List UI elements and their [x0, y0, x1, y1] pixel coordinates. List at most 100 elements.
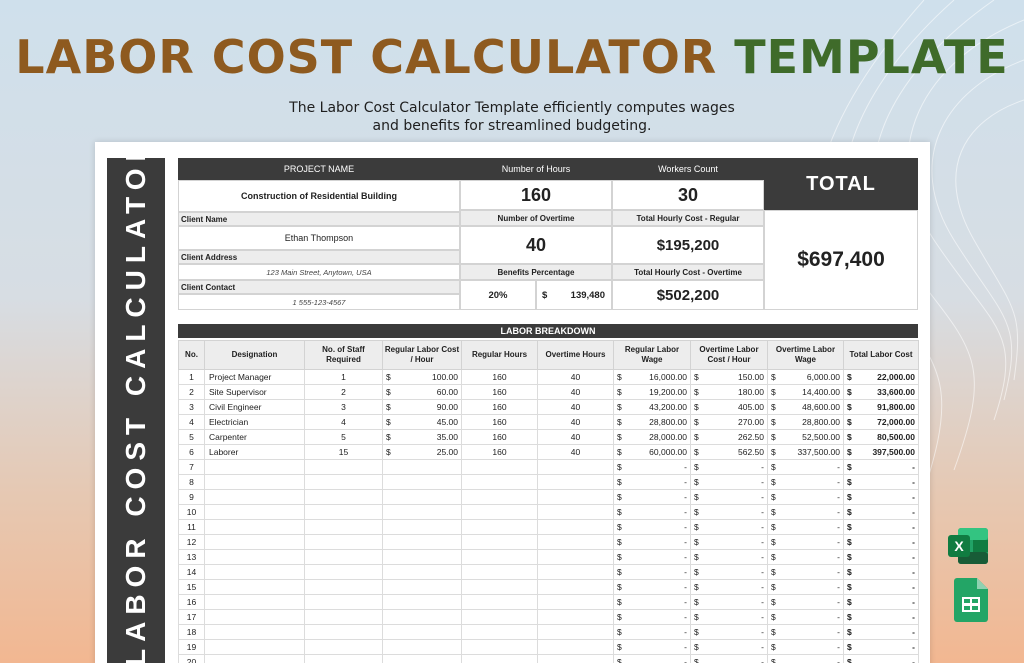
money-cell-reg_cost[interactable]	[382, 549, 462, 565]
regular-hours-cell[interactable]: 160	[461, 444, 538, 460]
staff-cell[interactable]	[304, 459, 383, 475]
money-cell-reg_cost[interactable]	[382, 519, 462, 535]
regular-hours-cell[interactable]	[461, 519, 538, 535]
overtime-hours-cell[interactable]: 40	[537, 369, 614, 385]
money-cell-reg_cost[interactable]	[382, 624, 462, 640]
overtime-hours-cell[interactable]	[537, 549, 614, 565]
staff-cell[interactable]	[304, 624, 383, 640]
designation-cell[interactable]: Electrician	[204, 414, 305, 430]
designation-cell[interactable]	[204, 609, 305, 625]
staff-cell[interactable]	[304, 489, 383, 505]
overtime-hours-cell[interactable]	[537, 504, 614, 520]
excel-icon[interactable]: X	[946, 526, 990, 566]
project-name-value[interactable]: Construction of Residential Building	[178, 180, 460, 212]
overtime-hours-cell[interactable]: 40	[537, 444, 614, 460]
staff-cell[interactable]	[304, 534, 383, 550]
client-name-value[interactable]: Ethan Thompson	[178, 226, 460, 250]
overtime-hours-cell[interactable]	[537, 579, 614, 595]
staff-cell[interactable]: 4	[304, 414, 383, 430]
overtime-hours-cell[interactable]	[537, 534, 614, 550]
designation-cell[interactable]	[204, 594, 305, 610]
client-contact-value[interactable]: 1 555-123-4567	[178, 294, 460, 310]
workers-value[interactable]: 30	[612, 180, 764, 210]
overtime-hours-cell[interactable]	[537, 474, 614, 490]
regular-hours-cell[interactable]: 160	[461, 369, 538, 385]
money-cell-reg_cost[interactable]	[382, 564, 462, 580]
designation-cell[interactable]: Civil Engineer	[204, 399, 305, 415]
regular-hours-cell[interactable]	[461, 474, 538, 490]
regular-hours-cell[interactable]	[461, 654, 538, 663]
overtime-hours-cell[interactable]	[537, 654, 614, 663]
staff-cell[interactable]	[304, 654, 383, 663]
designation-cell[interactable]	[204, 534, 305, 550]
client-address-value[interactable]: 123 Main Street, Anytown, USA	[178, 264, 460, 280]
regular-hours-cell[interactable]	[461, 549, 538, 565]
regular-hours-cell[interactable]	[461, 609, 538, 625]
overtime-hours-cell[interactable]: 40	[537, 414, 614, 430]
designation-cell[interactable]: Project Manager	[204, 369, 305, 385]
overtime-hours-cell[interactable]: 40	[537, 384, 614, 400]
money-cell-reg_cost[interactable]	[382, 579, 462, 595]
staff-cell[interactable]	[304, 504, 383, 520]
money-cell-reg_cost[interactable]	[382, 504, 462, 520]
staff-cell[interactable]	[304, 579, 383, 595]
overtime-hours-cell[interactable]	[537, 594, 614, 610]
money-cell-reg_cost[interactable]	[382, 489, 462, 505]
money-cell-reg_cost[interactable]	[382, 594, 462, 610]
designation-cell[interactable]	[204, 624, 305, 640]
designation-cell[interactable]	[204, 504, 305, 520]
overtime-hours-cell[interactable]	[537, 624, 614, 640]
regular-hours-cell[interactable]	[461, 504, 538, 520]
regular-hours-cell[interactable]	[461, 579, 538, 595]
staff-cell[interactable]: 2	[304, 384, 383, 400]
overtime-hours-cell[interactable]	[537, 564, 614, 580]
designation-cell[interactable]	[204, 459, 305, 475]
staff-cell[interactable]: 15	[304, 444, 383, 460]
designation-cell[interactable]	[204, 549, 305, 565]
staff-cell[interactable]	[304, 639, 383, 655]
designation-cell[interactable]	[204, 654, 305, 663]
designation-cell[interactable]	[204, 474, 305, 490]
overtime-hours-cell[interactable]	[537, 489, 614, 505]
staff-cell[interactable]	[304, 549, 383, 565]
designation-cell[interactable]	[204, 639, 305, 655]
regular-hours-cell[interactable]	[461, 594, 538, 610]
designation-cell[interactable]	[204, 519, 305, 535]
hours-value[interactable]: 160	[460, 180, 612, 210]
designation-cell[interactable]: Laborer	[204, 444, 305, 460]
overtime-hours-cell[interactable]	[537, 639, 614, 655]
overtime-hours-cell[interactable]	[537, 459, 614, 475]
staff-cell[interactable]	[304, 609, 383, 625]
designation-cell[interactable]: Site Supervisor	[204, 384, 305, 400]
overtime-hours-cell[interactable]: 40	[537, 429, 614, 445]
regular-hours-cell[interactable]	[461, 564, 538, 580]
staff-cell[interactable]: 1	[304, 369, 383, 385]
staff-cell[interactable]	[304, 519, 383, 535]
staff-cell[interactable]	[304, 474, 383, 490]
overtime-hours-cell[interactable]: 40	[537, 399, 614, 415]
overtime-hours-cell[interactable]	[537, 519, 614, 535]
money-cell-reg_cost[interactable]	[382, 459, 462, 475]
designation-cell[interactable]: Carpenter	[204, 429, 305, 445]
money-cell-reg_cost[interactable]	[382, 609, 462, 625]
staff-cell[interactable]: 3	[304, 399, 383, 415]
regular-hours-cell[interactable]	[461, 534, 538, 550]
benefits-percentage[interactable]: 20%	[460, 280, 536, 310]
regular-hours-cell[interactable]	[461, 639, 538, 655]
regular-hours-cell[interactable]	[461, 489, 538, 505]
staff-cell[interactable]	[304, 594, 383, 610]
overtime-hours-cell[interactable]	[537, 609, 614, 625]
regular-hours-cell[interactable]: 160	[461, 429, 538, 445]
regular-hours-cell[interactable]: 160	[461, 414, 538, 430]
staff-cell[interactable]: 5	[304, 429, 383, 445]
regular-hours-cell[interactable]: 160	[461, 384, 538, 400]
money-cell-reg_cost[interactable]	[382, 639, 462, 655]
google-sheets-icon[interactable]	[954, 578, 988, 622]
designation-cell[interactable]	[204, 564, 305, 580]
regular-hours-cell[interactable]: 160	[461, 399, 538, 415]
money-cell-reg_cost[interactable]	[382, 534, 462, 550]
staff-cell[interactable]	[304, 564, 383, 580]
regular-hours-cell[interactable]	[461, 459, 538, 475]
designation-cell[interactable]	[204, 579, 305, 595]
regular-hours-cell[interactable]	[461, 624, 538, 640]
